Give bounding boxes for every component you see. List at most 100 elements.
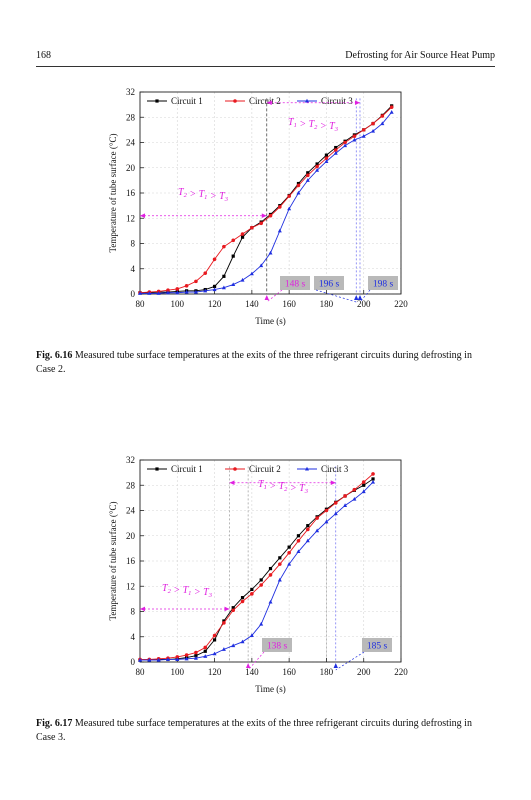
data-point bbox=[268, 573, 273, 577]
data-point bbox=[212, 651, 217, 656]
data-point bbox=[231, 282, 236, 287]
arrowhead-icon bbox=[224, 606, 230, 612]
x-tick-label: 220 bbox=[394, 299, 408, 309]
data-point bbox=[203, 271, 208, 275]
data-point bbox=[371, 472, 375, 476]
data-point bbox=[231, 606, 235, 610]
data-point bbox=[333, 151, 338, 155]
data-point bbox=[278, 562, 282, 566]
arrowhead-icon bbox=[140, 606, 145, 612]
y-tick-label: 16 bbox=[126, 556, 136, 566]
x-tick-label: 120 bbox=[208, 667, 222, 677]
legend-label: Circuit 3 bbox=[321, 96, 353, 106]
data-point bbox=[147, 657, 152, 662]
arrowhead-icon bbox=[261, 213, 267, 219]
legend-label: Circuit 1 bbox=[171, 96, 203, 106]
data-point bbox=[250, 225, 254, 230]
data-point bbox=[371, 477, 375, 481]
data-point bbox=[259, 263, 264, 268]
y-axis-label: Temperature of tube surface (°C) bbox=[108, 134, 118, 253]
data-point bbox=[165, 657, 170, 661]
data-point bbox=[212, 638, 217, 642]
caption-label: Fig. 6.17 bbox=[36, 718, 73, 729]
data-point bbox=[287, 545, 291, 549]
arrowhead-icon bbox=[354, 295, 359, 300]
x-axis-label: Time (s) bbox=[255, 316, 285, 326]
y-tick-label: 8 bbox=[131, 607, 136, 617]
legend-label: Circuit 1 bbox=[171, 464, 203, 474]
data-point bbox=[362, 483, 366, 487]
data-point bbox=[296, 549, 301, 554]
data-point bbox=[222, 274, 226, 278]
data-point bbox=[287, 561, 292, 566]
x-tick-label: 200 bbox=[357, 299, 371, 309]
y-tick-label: 28 bbox=[126, 112, 136, 122]
legend-marker bbox=[305, 466, 309, 471]
series-line bbox=[140, 105, 392, 294]
caption-text: Measured tube surface temperatures at th… bbox=[36, 350, 472, 375]
x-tick-label: 160 bbox=[282, 299, 296, 309]
x-tick-label: 120 bbox=[208, 299, 222, 309]
range-label: T2 > T1 > T3 bbox=[162, 583, 213, 599]
pointer-line bbox=[266, 289, 283, 303]
data-point bbox=[315, 168, 320, 172]
legend-marker bbox=[305, 98, 309, 103]
data-point bbox=[193, 656, 198, 660]
y-tick-label: 4 bbox=[131, 632, 136, 642]
data-point bbox=[194, 279, 198, 284]
arrowhead-icon bbox=[354, 100, 360, 106]
data-point bbox=[184, 653, 189, 657]
data-point bbox=[287, 206, 292, 211]
data-point bbox=[156, 291, 161, 295]
data-point bbox=[324, 519, 329, 524]
data-point bbox=[259, 578, 263, 582]
series-line bbox=[140, 478, 374, 661]
data-point bbox=[315, 528, 320, 533]
data-point bbox=[296, 539, 301, 543]
data-point bbox=[184, 283, 189, 288]
data-point bbox=[277, 577, 282, 582]
arrowhead-icon bbox=[330, 480, 336, 486]
range-label: T1 > T2 > T3 bbox=[258, 479, 309, 495]
data-point bbox=[371, 121, 375, 126]
data-point bbox=[287, 550, 291, 555]
time-marker-label: 185 s bbox=[367, 642, 388, 652]
data-point bbox=[277, 228, 282, 233]
data-point bbox=[324, 153, 329, 157]
y-tick-label: 28 bbox=[126, 480, 136, 490]
data-point bbox=[203, 654, 208, 658]
y-tick-label: 16 bbox=[126, 188, 136, 198]
x-tick-label: 200 bbox=[357, 667, 371, 677]
data-point bbox=[194, 654, 198, 658]
data-point bbox=[296, 183, 301, 188]
series-2 bbox=[138, 472, 375, 662]
data-point bbox=[240, 277, 245, 282]
data-point bbox=[343, 494, 347, 498]
time-marker-box bbox=[262, 638, 292, 652]
x-tick-label: 100 bbox=[171, 667, 185, 677]
arrowhead-icon bbox=[333, 663, 338, 668]
data-point bbox=[184, 656, 189, 661]
y-axis-label: Temperature of tube surface (°C) bbox=[108, 502, 118, 621]
pointer-line bbox=[335, 651, 365, 671]
x-tick-label: 80 bbox=[136, 667, 146, 677]
legend-marker bbox=[155, 99, 159, 103]
range-label: T2 > T1 > T3 bbox=[178, 187, 229, 203]
data-point bbox=[212, 257, 217, 262]
data-point bbox=[231, 608, 236, 613]
data-point bbox=[221, 647, 226, 651]
legend-label: Circit 3 bbox=[321, 464, 349, 474]
arrowhead-icon bbox=[264, 295, 269, 300]
data-point bbox=[333, 501, 338, 505]
data-point bbox=[305, 527, 310, 532]
data-point bbox=[389, 110, 394, 114]
x-axis-label: Time (s) bbox=[255, 684, 285, 694]
arrowhead-icon bbox=[140, 213, 145, 219]
x-tick-label: 80 bbox=[136, 299, 146, 309]
running-title: Defrosting for Air Source Heat Pump bbox=[345, 50, 495, 61]
y-tick-label: 32 bbox=[126, 87, 135, 97]
y-tick-label: 0 bbox=[131, 657, 136, 667]
data-point bbox=[184, 289, 189, 294]
data-point bbox=[138, 291, 142, 295]
data-point bbox=[333, 511, 338, 516]
